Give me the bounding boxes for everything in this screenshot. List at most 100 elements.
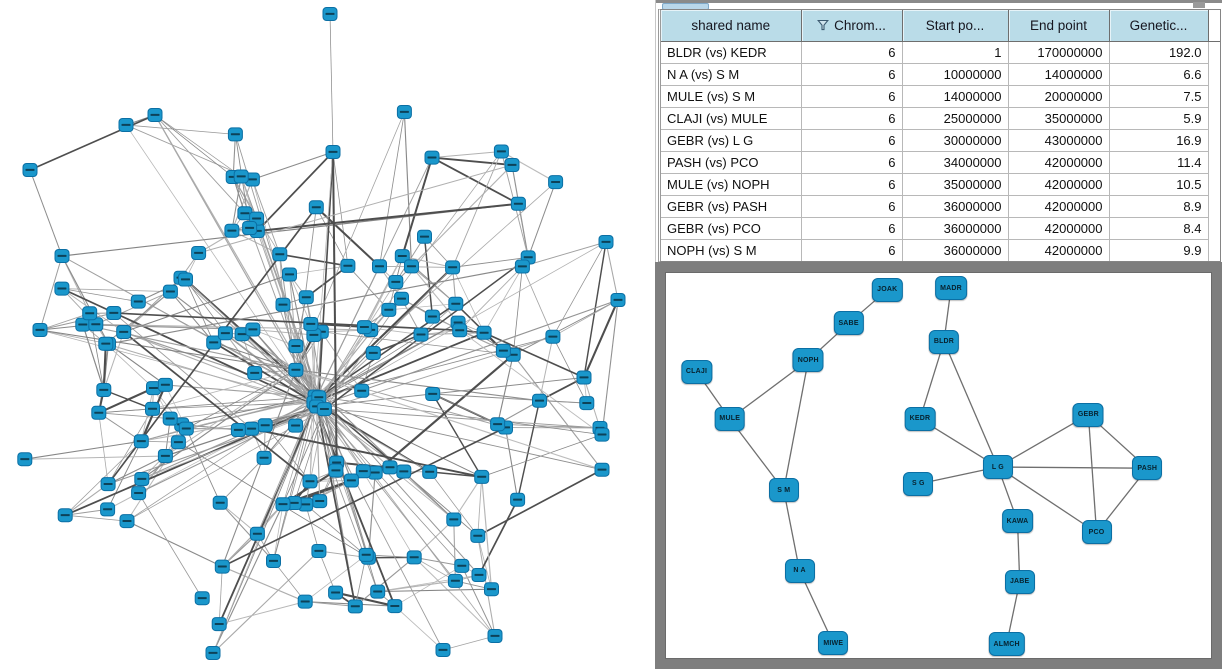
table-cell[interactable]: 5.9	[1109, 107, 1209, 130]
network-edge	[198, 164, 513, 254]
network-edge	[165, 369, 297, 457]
network-node-l-g[interactable]: L G	[982, 455, 1013, 480]
table-cell[interactable]: 34000000	[902, 151, 1009, 174]
network-node-pash[interactable]: PASH	[1132, 456, 1163, 481]
table-row[interactable]: CLAJI (vs) MULE 6 25000000 35000000 5.9	[661, 107, 1220, 130]
table-row[interactable]: NOPH (vs) S M 6 36000000 42000000 9.9	[661, 239, 1220, 261]
table-cell[interactable]: 16.9	[1109, 129, 1209, 152]
table-cell[interactable]: 9.9	[1109, 239, 1209, 261]
table-cell[interactable]: 36000000	[902, 195, 1009, 218]
table-cell[interactable]: 170000000	[1008, 41, 1110, 64]
network-node-n-a[interactable]: N A	[784, 558, 815, 583]
network-node-gebr[interactable]: GEBR	[1072, 402, 1104, 427]
small-network-canvas[interactable]: JOAK MADR SABE BLDR NOPH CLAJI MULE KEDR GEBR L G…	[665, 272, 1212, 659]
table-row[interactable]: MULE (vs) S M 6 14000000 20000000 7.5	[661, 85, 1220, 108]
table-cell[interactable]: 36000000	[902, 239, 1009, 261]
network-node-almch[interactable]: ALMCH	[988, 632, 1025, 657]
network-node-kedr[interactable]: KEDR	[904, 406, 936, 431]
node-label	[427, 315, 437, 318]
table-cell[interactable]: 14000000	[902, 85, 1009, 108]
table-cell[interactable]: 25000000	[902, 107, 1009, 130]
table-cell[interactable]: MULE (vs) S M	[661, 85, 802, 108]
node-label	[137, 477, 147, 480]
table-cell[interactable]: GEBR (vs) PASH	[661, 195, 802, 218]
network-node-claji[interactable]: CLAJI	[680, 359, 713, 384]
network-node-mule[interactable]: MULE	[714, 406, 746, 431]
table-cell[interactable]: 10000000	[902, 63, 1009, 86]
table-cell[interactable]: 14000000	[1008, 63, 1110, 86]
node-label	[78, 323, 88, 326]
table-cell[interactable]: 42000000	[1008, 151, 1110, 174]
large-network[interactable]	[0, 0, 655, 669]
column-header-chromosome[interactable]: Chrom...	[801, 10, 903, 42]
table-cell[interactable]: 1	[902, 41, 1009, 64]
table-cell[interactable]: 11.4	[1109, 151, 1209, 174]
table-cell[interactable]: 42000000	[1008, 239, 1110, 261]
table-cell[interactable]: 10.5	[1109, 173, 1209, 196]
table-cell[interactable]: 42000000	[1008, 173, 1110, 196]
network-node-s-m[interactable]: S M	[768, 478, 799, 503]
table-cell[interactable]: 6	[801, 151, 903, 174]
table-cell[interactable]: 6.6	[1109, 63, 1209, 86]
network-node-s-g[interactable]: S G	[903, 471, 934, 496]
table-cell[interactable]: 35000000	[902, 173, 1009, 196]
network-node-kawa[interactable]: KAWA	[1001, 509, 1034, 534]
table-cell[interactable]: 6	[801, 107, 903, 130]
table-cell[interactable]: 6	[801, 173, 903, 196]
table-cell[interactable]: 42000000	[1008, 195, 1110, 218]
node-label	[134, 492, 144, 494]
table-row[interactable]: BLDR (vs) KEDR 6 1 170000000 192.0	[661, 41, 1220, 64]
table-row[interactable]: N A (vs) S M 6 10000000 14000000 6.6	[661, 63, 1220, 86]
table-cell[interactable]: CLAJI (vs) MULE	[661, 107, 802, 130]
table-cell[interactable]: 6	[801, 239, 903, 261]
table-row[interactable]: GEBR (vs) PASH 6 36000000 42000000 8.9	[661, 195, 1220, 218]
table-cell[interactable]: 6	[801, 217, 903, 240]
network-node-pco[interactable]: PCO	[1081, 520, 1112, 545]
network-node-bldr[interactable]: BLDR	[928, 329, 960, 354]
large-network-panel[interactable]	[0, 0, 655, 669]
network-node-jabe[interactable]: JABE	[1004, 569, 1035, 594]
table-cell[interactable]: 6	[801, 195, 903, 218]
table-cell[interactable]: 6	[801, 85, 903, 108]
node-label	[548, 335, 558, 338]
table-row[interactable]: GEBR (vs) L G 6 30000000 43000000 16.9	[661, 129, 1220, 152]
table-cell[interactable]: GEBR (vs) PCO	[661, 217, 802, 240]
table-cell[interactable]: 42000000	[1008, 217, 1110, 240]
network-node-madr[interactable]: MADR	[935, 276, 967, 300]
table-row[interactable]: GEBR (vs) PCO 6 36000000 42000000 8.4	[661, 217, 1220, 240]
network-edge	[516, 400, 541, 500]
table-cell[interactable]: MULE (vs) NOPH	[661, 173, 802, 196]
table-cell[interactable]: BLDR (vs) KEDR	[661, 41, 802, 64]
table-cell[interactable]: PASH (vs) PCO	[661, 151, 802, 174]
table-cell[interactable]: 43000000	[1008, 129, 1110, 152]
column-header-shared-name[interactable]: shared name	[661, 10, 802, 42]
table-cell[interactable]: 192.0	[1109, 41, 1209, 64]
table-cell[interactable]: 35000000	[1008, 107, 1110, 130]
table-cell[interactable]: 6	[801, 129, 903, 152]
table-cell[interactable]: GEBR (vs) L G	[661, 129, 802, 152]
network-edge	[453, 476, 483, 520]
table-row[interactable]: PASH (vs) PCO 6 34000000 42000000 11.4	[661, 151, 1220, 174]
network-node-joak[interactable]: JOAK	[872, 277, 903, 302]
table-cell[interactable]: 8.9	[1109, 195, 1209, 218]
column-header-genetic[interactable]: Genetic...	[1109, 10, 1209, 42]
network-node-miwe[interactable]: MIWE	[818, 631, 849, 656]
table-cell[interactable]: 36000000	[902, 217, 1009, 240]
column-header-start-point[interactable]: Start po...	[902, 10, 1009, 42]
column-header-end-point[interactable]: End point	[1008, 10, 1110, 42]
table-cell[interactable]: 6	[801, 41, 903, 64]
table-cell[interactable]: 20000000	[1008, 85, 1110, 108]
filter-icon[interactable]	[817, 19, 830, 31]
network-node-sabe[interactable]: SABE	[833, 311, 864, 336]
table-cell[interactable]: 30000000	[902, 129, 1009, 152]
network-node-noph[interactable]: NOPH	[792, 348, 824, 373]
node-label	[428, 392, 438, 395]
table-row[interactable]: MULE (vs) NOPH 6 35000000 42000000 10.5	[661, 173, 1220, 196]
table-cell[interactable]: N A (vs) S M	[661, 63, 802, 86]
table-horizontal-scrollbar[interactable]	[656, 0, 1222, 10]
table-cell[interactable]: 6	[801, 63, 903, 86]
network-edge	[138, 405, 317, 494]
table-cell[interactable]: 7.5	[1109, 85, 1209, 108]
table-cell[interactable]: NOPH (vs) S M	[661, 239, 802, 261]
table-cell[interactable]: 8.4	[1109, 217, 1209, 240]
